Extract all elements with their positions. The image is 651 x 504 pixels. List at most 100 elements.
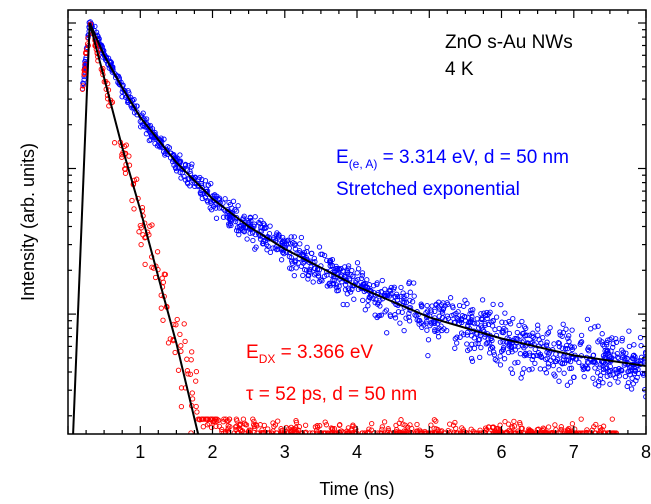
point-eA [336, 265, 342, 272]
point-DX [433, 430, 440, 434]
point-eA [306, 272, 312, 279]
point-DX [520, 430, 526, 434]
point-eA [490, 318, 496, 324]
point-eA [391, 284, 397, 290]
point-eA [557, 332, 563, 338]
point-eA [524, 332, 530, 338]
point-eA [182, 161, 189, 168]
point-eA [314, 266, 321, 273]
point-eA [327, 283, 333, 289]
point-eA [629, 375, 635, 381]
point-DX [247, 430, 253, 434]
point-DX [296, 424, 303, 430]
point-eA [619, 335, 625, 342]
point-eA [592, 324, 598, 330]
point-eA [450, 304, 456, 311]
point-eA [341, 273, 348, 280]
point-DX [259, 430, 265, 434]
point-DX [382, 430, 388, 434]
point-eA [493, 314, 500, 320]
point-DX [549, 429, 555, 434]
point-eA [232, 218, 239, 225]
point-DX [584, 427, 590, 433]
point-eA [478, 316, 485, 322]
point-eA [563, 326, 569, 332]
point-DX [397, 429, 403, 434]
point-eA [291, 234, 297, 240]
point-eA [465, 322, 471, 328]
point-eA [588, 326, 594, 332]
point-DX [206, 420, 212, 427]
point-eA [467, 346, 473, 352]
point-eA [630, 353, 636, 359]
point-DX [381, 419, 388, 425]
x-tick-label: 2 [207, 442, 217, 462]
point-eA [178, 175, 184, 181]
point-DX [473, 430, 479, 434]
point-eA [560, 321, 566, 327]
point-eA [445, 301, 451, 308]
point-eA [374, 314, 380, 321]
point-DX [129, 197, 135, 204]
point-eA [565, 335, 571, 341]
point-eA [161, 149, 167, 155]
point-eA [559, 345, 565, 351]
point-eA [571, 344, 577, 350]
point-eA [403, 299, 410, 306]
point-eA [351, 296, 357, 302]
point-DX [158, 305, 164, 311]
point-DX [122, 166, 128, 172]
point-DX [359, 430, 366, 434]
point-eA [424, 302, 430, 309]
point-eA [532, 346, 538, 353]
point-DX [518, 425, 524, 432]
point-eA [567, 365, 573, 372]
point-eA [461, 303, 467, 309]
point-eA [198, 191, 204, 197]
point-DX [162, 271, 169, 278]
point-eA [419, 304, 425, 310]
point-DX [566, 425, 572, 432]
point-eA [604, 373, 610, 379]
point-eA [344, 291, 350, 297]
point-eA [462, 317, 468, 324]
point-DX [578, 416, 584, 422]
point-eA [471, 345, 478, 352]
point-DX [239, 428, 246, 434]
point-eA [538, 354, 545, 360]
point-DX [225, 418, 231, 424]
point-eA [508, 346, 514, 352]
point-DX [400, 421, 406, 427]
point-eA [469, 314, 475, 320]
point-DX [323, 422, 330, 428]
point-eA [182, 177, 189, 183]
point-eA [281, 242, 288, 248]
point-eA [534, 352, 540, 359]
point-eA [499, 319, 505, 325]
point-DX [600, 423, 607, 429]
point-eA [633, 377, 639, 384]
point-DX [593, 430, 599, 434]
point-eA [620, 349, 626, 355]
point-eA [311, 255, 317, 262]
point-eA [483, 341, 489, 347]
point-eA [327, 263, 333, 269]
point-eA [215, 196, 222, 202]
point-DX [482, 425, 489, 431]
point-eA [334, 285, 340, 291]
point-DX [552, 422, 558, 428]
point-eA [497, 339, 504, 345]
point-DX [184, 368, 191, 374]
x-tick-label: 6 [496, 442, 506, 462]
point-eA [432, 327, 438, 333]
point-eA [397, 320, 403, 326]
point-eA [503, 327, 509, 333]
point-eA [359, 270, 366, 276]
point-eA [479, 297, 486, 303]
point-eA [507, 321, 514, 327]
point-eA [276, 234, 282, 240]
point-eA [626, 328, 632, 334]
point-eA [478, 344, 484, 351]
point-DX [177, 331, 183, 338]
point-eA [497, 353, 503, 359]
